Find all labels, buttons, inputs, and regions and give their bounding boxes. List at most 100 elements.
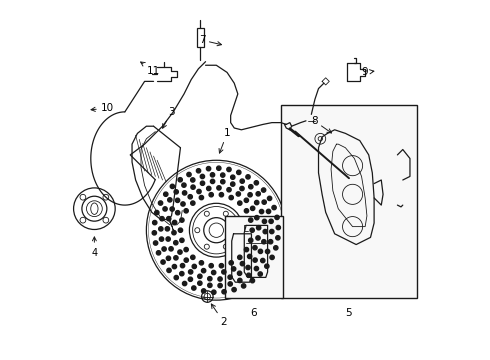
Circle shape [212, 270, 216, 275]
Circle shape [159, 227, 163, 231]
Circle shape [210, 179, 215, 184]
Circle shape [266, 249, 270, 254]
Text: 2: 2 [211, 304, 227, 327]
Circle shape [219, 264, 223, 268]
Circle shape [182, 282, 187, 286]
Circle shape [187, 172, 191, 177]
Circle shape [172, 265, 176, 269]
Circle shape [272, 206, 276, 210]
Circle shape [181, 202, 185, 206]
Circle shape [172, 220, 177, 225]
Circle shape [240, 261, 245, 266]
Circle shape [209, 193, 213, 197]
Circle shape [209, 264, 213, 268]
Circle shape [227, 188, 231, 192]
Circle shape [220, 180, 225, 184]
Circle shape [276, 225, 280, 230]
Circle shape [259, 210, 264, 214]
Circle shape [174, 275, 178, 280]
Circle shape [222, 289, 226, 294]
Circle shape [180, 218, 184, 222]
Circle shape [261, 258, 265, 263]
Circle shape [164, 192, 168, 196]
Circle shape [240, 186, 244, 191]
Circle shape [248, 218, 253, 222]
Circle shape [228, 282, 232, 286]
Circle shape [231, 175, 235, 179]
Circle shape [250, 206, 255, 211]
Circle shape [208, 276, 212, 281]
Circle shape [229, 261, 233, 265]
Circle shape [152, 220, 157, 225]
Circle shape [201, 289, 206, 293]
Circle shape [199, 261, 203, 265]
Circle shape [212, 290, 216, 294]
Circle shape [267, 209, 270, 213]
Circle shape [246, 265, 250, 270]
Text: 10: 10 [91, 103, 114, 113]
Circle shape [191, 185, 195, 189]
Circle shape [162, 247, 166, 251]
Circle shape [244, 198, 248, 202]
Circle shape [163, 207, 167, 211]
Circle shape [228, 275, 232, 279]
Circle shape [166, 256, 171, 260]
Circle shape [262, 188, 266, 192]
Circle shape [167, 216, 171, 221]
Circle shape [221, 270, 226, 274]
Circle shape [238, 271, 242, 275]
Circle shape [246, 175, 250, 179]
Circle shape [178, 228, 183, 232]
Circle shape [269, 239, 273, 244]
Circle shape [167, 268, 171, 273]
Circle shape [262, 240, 266, 244]
Circle shape [206, 167, 211, 171]
Circle shape [165, 227, 170, 231]
Circle shape [250, 228, 254, 232]
Circle shape [192, 286, 196, 290]
Circle shape [160, 217, 164, 221]
Circle shape [254, 181, 259, 185]
Circle shape [168, 198, 172, 202]
Circle shape [170, 207, 174, 211]
Text: 6: 6 [251, 308, 257, 318]
Circle shape [265, 264, 269, 268]
Circle shape [178, 250, 182, 254]
Circle shape [155, 211, 159, 215]
Circle shape [236, 192, 241, 196]
Circle shape [175, 211, 180, 215]
Circle shape [270, 255, 274, 260]
Circle shape [250, 279, 255, 283]
Circle shape [248, 193, 252, 197]
Circle shape [184, 258, 189, 262]
Circle shape [268, 196, 272, 201]
Circle shape [256, 236, 260, 240]
Circle shape [159, 237, 164, 241]
Circle shape [207, 186, 211, 191]
Circle shape [188, 195, 193, 199]
Circle shape [237, 170, 241, 175]
Circle shape [197, 189, 201, 194]
Circle shape [276, 236, 280, 240]
Circle shape [229, 195, 233, 200]
Circle shape [258, 249, 263, 253]
Circle shape [153, 241, 158, 245]
Circle shape [240, 179, 245, 183]
Circle shape [256, 226, 261, 230]
Circle shape [198, 274, 202, 279]
Bar [225, 216, 283, 298]
Circle shape [191, 178, 195, 182]
Text: 7: 7 [198, 35, 221, 46]
Circle shape [217, 186, 221, 190]
Circle shape [258, 272, 262, 276]
Circle shape [255, 201, 259, 205]
Circle shape [253, 258, 257, 262]
Circle shape [218, 283, 222, 288]
Circle shape [182, 191, 187, 195]
Circle shape [152, 231, 156, 235]
Circle shape [248, 238, 253, 243]
Bar [308, 114, 315, 127]
Circle shape [231, 182, 235, 186]
Circle shape [275, 215, 279, 220]
Circle shape [253, 246, 257, 250]
